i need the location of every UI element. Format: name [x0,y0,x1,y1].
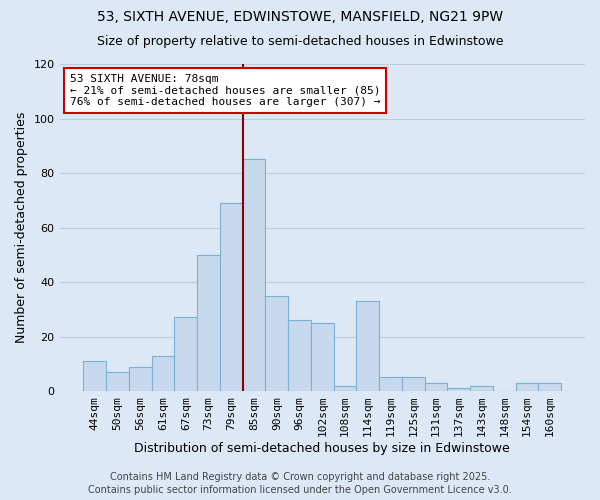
Bar [470,386,493,391]
Bar [129,366,152,391]
Text: Size of property relative to semi-detached houses in Edwinstowe: Size of property relative to semi-detach… [97,35,503,48]
Bar [83,361,106,391]
Bar [220,203,242,391]
Bar [538,383,561,391]
Bar [288,320,311,391]
X-axis label: Distribution of semi-detached houses by size in Edwinstowe: Distribution of semi-detached houses by … [134,442,510,455]
Bar [425,383,448,391]
Y-axis label: Number of semi-detached properties: Number of semi-detached properties [15,112,28,343]
Bar [356,301,379,391]
Bar [379,378,402,391]
Text: 53, SIXTH AVENUE, EDWINSTOWE, MANSFIELD, NG21 9PW: 53, SIXTH AVENUE, EDWINSTOWE, MANSFIELD,… [97,10,503,24]
Bar [265,296,288,391]
Bar [448,388,470,391]
Bar [175,318,197,391]
Bar [242,160,265,391]
Bar [402,378,425,391]
Text: Contains HM Land Registry data © Crown copyright and database right 2025.
Contai: Contains HM Land Registry data © Crown c… [88,472,512,495]
Bar [334,386,356,391]
Bar [515,383,538,391]
Text: 53 SIXTH AVENUE: 78sqm
← 21% of semi-detached houses are smaller (85)
76% of sem: 53 SIXTH AVENUE: 78sqm ← 21% of semi-det… [70,74,380,107]
Bar [106,372,129,391]
Bar [152,356,175,391]
Bar [311,323,334,391]
Bar [197,255,220,391]
